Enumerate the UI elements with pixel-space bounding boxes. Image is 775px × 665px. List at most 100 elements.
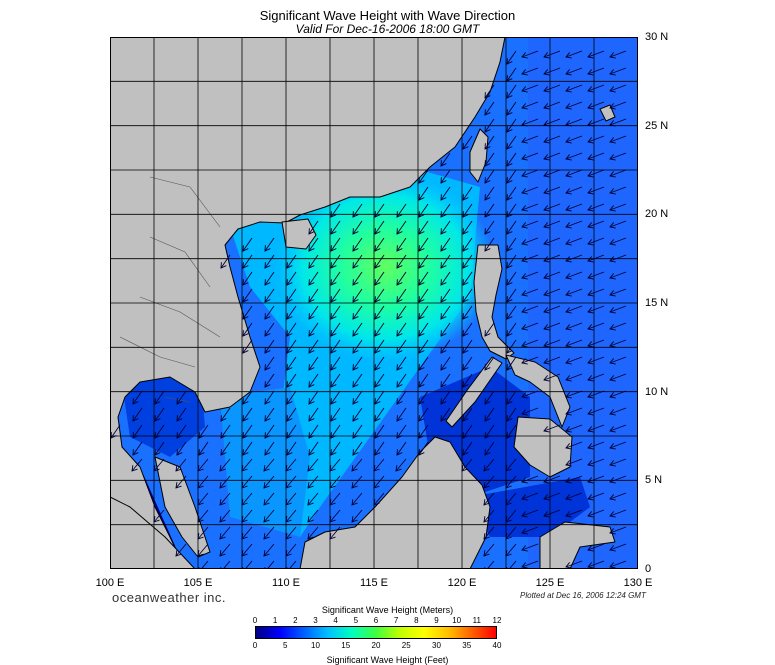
wave-arrow: [374, 322, 385, 337]
wave-arrow: [505, 509, 517, 523]
wave-arrow: [609, 186, 627, 195]
wave-arrow: [264, 390, 275, 405]
wave-arrow: [352, 288, 363, 303]
wave-arrow: [521, 288, 539, 297]
wave-arrow: [220, 424, 231, 439]
wave-arrow: [352, 441, 363, 456]
wave-arrow: [484, 101, 495, 116]
wave-arrow: [440, 220, 451, 235]
wave-arrow: [483, 492, 495, 506]
wave-arrow: [506, 152, 517, 167]
wave-arrow: [308, 407, 319, 422]
wave-arrow: [241, 526, 253, 540]
wave-arrow: [587, 271, 605, 280]
wave-arrow: [483, 526, 495, 540]
wave-arrow: [440, 373, 451, 388]
wave-arrow: [241, 475, 253, 489]
wave-arrow: [154, 390, 165, 405]
wave-arrow: [220, 441, 231, 456]
wave-arrow: [565, 424, 583, 433]
wave-arrow: [396, 271, 407, 286]
colorbar-meter-tick: 6: [373, 616, 379, 625]
wave-arrow: [264, 424, 275, 439]
wave-arrow: [484, 560, 495, 569]
wave-arrow: [440, 339, 451, 354]
wave-arrow: [565, 135, 583, 144]
wave-arrow: [286, 560, 297, 569]
wave-arrow: [242, 254, 253, 269]
wave-arrow: [418, 288, 429, 303]
wave-arrow: [440, 186, 451, 201]
wave-arrow: [521, 67, 539, 76]
wave-arrow: [565, 101, 583, 110]
wave-arrow: [521, 543, 539, 552]
wave-arrow: [330, 203, 341, 218]
land-okinawa: [599, 104, 616, 122]
land-taiwan: [469, 128, 489, 183]
map-title: Significant Wave Height with Wave Direct…: [259, 8, 516, 23]
wave-arrow: [396, 203, 407, 218]
wave-arrow: [462, 373, 473, 388]
wave-arrow: [374, 271, 385, 286]
wave-arrow: [609, 220, 627, 229]
wave-arrow: [565, 203, 583, 212]
wave-arrow: [565, 458, 583, 467]
wave-arrow: [462, 424, 473, 439]
land-hainan: [281, 218, 317, 250]
wave-arrow: [521, 271, 539, 280]
wave-arrow: [242, 390, 253, 405]
wave-arrow: [352, 220, 363, 235]
wave-arrow: [418, 169, 429, 184]
wave-arrow: [374, 220, 385, 235]
wave-arrow: [175, 543, 187, 557]
y-tick-label: 10 N: [645, 385, 669, 398]
wave-arrow: [396, 220, 407, 235]
wave-arrow: [609, 458, 627, 467]
wave-arrow: [521, 152, 539, 161]
wave-arrow: [565, 152, 583, 161]
wave-arrow: [609, 475, 627, 484]
wave-arrow: [352, 339, 363, 354]
wave-arrow: [308, 237, 319, 252]
wave-arrow: [396, 254, 407, 269]
wave-arrow: [264, 339, 275, 354]
wave-arrow: [543, 118, 561, 127]
wave-arrow: [521, 237, 539, 246]
wave-arrow: [264, 373, 275, 388]
wave-arrow: [506, 135, 517, 150]
wave-arrow: [241, 492, 253, 506]
wave-arrow: [373, 492, 385, 506]
wave-arrow: [587, 152, 605, 161]
wave-arrow: [587, 424, 605, 433]
colorbar-feet-tick: 0: [252, 641, 258, 650]
wave-arrow: [543, 322, 561, 331]
wave-arrow: [565, 390, 583, 399]
wave-arrow: [462, 203, 473, 218]
wave-arrow: [330, 441, 341, 456]
wave-arrow: [242, 441, 253, 456]
x-tick-label: 105 E: [183, 577, 213, 589]
wave-arrow: [374, 254, 385, 269]
wave-arrow: [263, 458, 275, 472]
wave-arrow: [521, 509, 539, 518]
wave-arrow: [286, 373, 297, 388]
wave-arrow: [440, 152, 451, 167]
wave-arrow: [521, 220, 539, 229]
colorbar-title-meters: Significant Wave Height (Meters): [321, 605, 454, 615]
wave-arrow: [263, 543, 275, 557]
wave-arrow: [440, 322, 451, 337]
wave-arrow: [286, 441, 297, 456]
colorbar-meter-tick: 3: [313, 616, 318, 625]
wave-arrow: [352, 237, 363, 252]
wave-arrow: [198, 441, 209, 456]
wave-arrow: [219, 526, 231, 540]
wave-arrow: [609, 152, 627, 161]
wave-arrow: [462, 356, 473, 371]
wave-arrow: [154, 407, 165, 422]
wave-arrow: [609, 203, 627, 212]
wave-arrow: [308, 356, 319, 371]
wave-arrow: [153, 458, 165, 472]
wave-arrow: [330, 288, 341, 303]
wave-arrow: [198, 424, 209, 439]
wave-arrow: [286, 305, 297, 320]
